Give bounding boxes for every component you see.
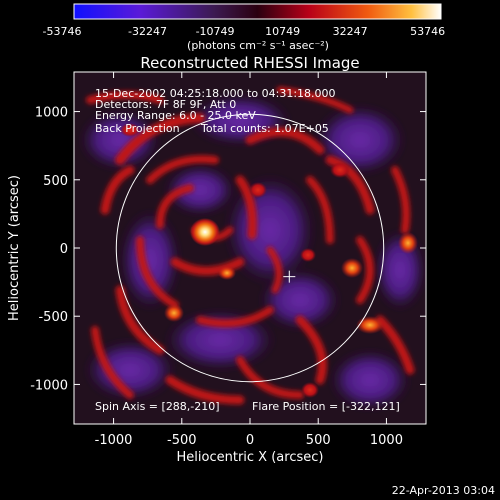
x-tick-label: -500 <box>167 433 197 448</box>
x-tick-label: -1000 <box>95 433 133 448</box>
x-tick-label: 0 <box>246 433 254 448</box>
image-bright-sources <box>120 123 418 398</box>
x-tick-label: 1000 <box>370 433 403 448</box>
colorbar-tick-label: -53746 <box>43 25 82 38</box>
spin-axis-label: Spin Axis = [288,-210] <box>95 400 220 413</box>
colorbar-tick-label: -32247 <box>128 25 167 38</box>
flare-source <box>190 218 220 246</box>
image-title: Reconstructed RHESSI Image <box>140 54 359 72</box>
info-energy-range: Energy Range: 6.0 - 25.0 keV <box>95 109 256 122</box>
colorbar-units-label: (photons cm⁻² s⁻¹ asec⁻²) <box>187 39 329 52</box>
y-tick-label: -1000 <box>30 378 68 393</box>
colorbar: -53746 -32247 -10749 10749 32247 53746 (photo… <box>43 3 446 52</box>
y-axis-title: Heliocentric Y (arcsec) <box>7 175 22 321</box>
info-time-range: 15-Dec-2002 04:25:18.000 to 04:31:18.000 <box>95 87 336 100</box>
x-axis-title: Heliocentric X (arcsec) <box>177 450 324 465</box>
colorbar-tick-label: 53746 <box>410 25 445 38</box>
sun-center-crosshair <box>283 270 296 283</box>
colorbar-tick-label: 10749 <box>265 25 300 38</box>
info-total-counts: Total counts: 1.07E+05 <box>200 122 329 135</box>
colorbar-ticks: -53746 -32247 -10749 10749 32247 53746 <box>43 25 446 38</box>
colorbar-gradient <box>73 3 442 20</box>
colorbar-tick-label: -10749 <box>196 25 235 38</box>
flare-position-label: Flare Position = [-322,121] <box>252 400 400 413</box>
y-axis-ticks: 1000 500 0 -500 -1000 <box>30 106 426 393</box>
x-tick-label: 500 <box>306 433 331 448</box>
image-plot <box>74 72 426 424</box>
y-tick-label: 1000 <box>35 106 68 121</box>
y-tick-label: -500 <box>38 310 68 325</box>
solar-limb-circle <box>115 113 385 383</box>
info-method: Back Projection <box>95 122 180 135</box>
y-tick-label: 500 <box>43 174 68 189</box>
y-tick-label: 0 <box>60 242 68 257</box>
x-axis-ticks: -1000 -500 0 500 1000 <box>95 72 403 448</box>
colorbar-tick-label: 32247 <box>333 25 368 38</box>
image-texture-warm <box>86 86 415 405</box>
generation-timestamp: 22-Apr-2013 03:04 <box>392 484 495 497</box>
info-overlay: 15-Dec-2002 04:25:18.000 to 04:31:18.000… <box>95 87 336 135</box>
info-detectors: Detectors: 7F 8F 9F, Att 0 <box>95 98 236 111</box>
